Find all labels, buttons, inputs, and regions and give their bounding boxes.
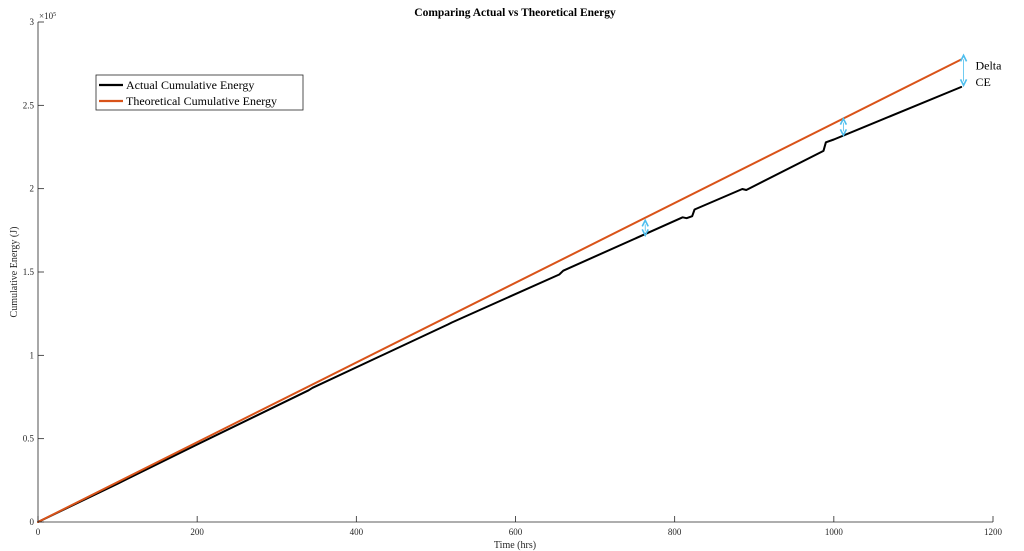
annotation-layer: Delta CE xyxy=(641,53,1002,238)
chart-title: Comparing Actual vs Theoretical Energy xyxy=(414,7,616,19)
x-tick-label: 0 xyxy=(36,527,41,537)
y-exponent-base: ×10 xyxy=(39,11,54,21)
y-axis-label: Cumulative Energy (J) xyxy=(9,227,20,318)
x-tick-label: 800 xyxy=(668,527,682,537)
delta-arrow-3 xyxy=(959,53,968,88)
x-tick-label: 200 xyxy=(190,527,204,537)
delta-arrow-head-down xyxy=(839,128,848,138)
delta-arrow-1 xyxy=(641,218,649,238)
x-axis-label: Time (hrs) xyxy=(494,540,536,551)
x-tick-label: 1200 xyxy=(984,527,1003,537)
delta-arrow-head-down xyxy=(641,228,649,238)
y-tick-label: 1.5 xyxy=(23,267,35,277)
y-tick-label: 2.5 xyxy=(23,100,35,110)
legend-label-theoretical: Theoretical Cumulative Energy xyxy=(126,94,277,108)
delta-annotation-text-1: Delta xyxy=(975,58,1002,72)
delta-arrow-head-up xyxy=(839,116,848,126)
y-tick-label: 2 xyxy=(30,184,35,194)
x-tick-label: 1000 xyxy=(825,527,844,537)
x-tick-label: 600 xyxy=(509,527,523,537)
delta-arrow-head-up xyxy=(641,218,649,227)
delta-arrow-head-up xyxy=(959,53,968,62)
ticks-layer: 0 200 400 600 800 1000 1200 0 0.5 1 1.5 2 2.5 3 xyxy=(23,17,1003,537)
y-tick-label: 0 xyxy=(30,517,35,527)
y-tick-label: 1 xyxy=(30,350,35,360)
x-tick-label: 400 xyxy=(350,527,364,537)
y-tick-label: 0.5 xyxy=(23,434,35,444)
series-line-actual xyxy=(37,86,963,523)
y-tick-label: 3 xyxy=(30,17,35,27)
delta-annotation-text-2: CE xyxy=(975,75,990,89)
y-exponent-power: 5 xyxy=(53,12,56,18)
legend-box xyxy=(95,74,304,111)
delta-arrow-2 xyxy=(839,116,848,138)
legend-label-actual: Actual Cumulative Energy xyxy=(126,78,254,92)
series-layer xyxy=(37,58,963,523)
delta-arrow-head-down xyxy=(959,78,968,88)
series-line-theoretical xyxy=(37,58,963,523)
legend: Actual Cumulative Energy Theoretical Cum… xyxy=(95,74,304,111)
y-exponent-label: ×105 xyxy=(39,11,56,21)
